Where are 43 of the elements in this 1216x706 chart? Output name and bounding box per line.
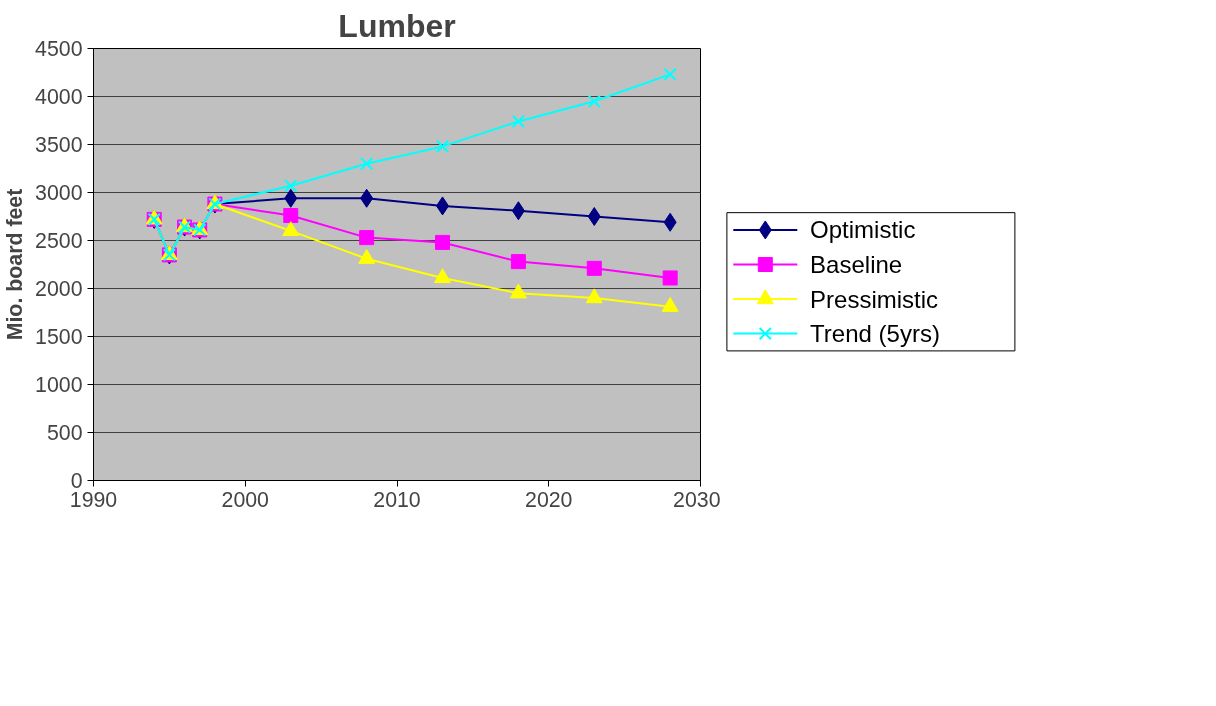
y-tick-label: 3500: [35, 133, 83, 157]
point: [284, 188, 298, 208]
point: [435, 234, 451, 250]
y-tick-label: 4000: [35, 85, 83, 109]
point: [663, 212, 677, 232]
point: [510, 254, 526, 270]
y-tick-label: 2500: [35, 229, 83, 253]
legend-label: Optimistic: [810, 216, 916, 244]
point: [359, 230, 375, 246]
point: [663, 67, 677, 82]
point: [359, 157, 374, 171]
x-tick-label: 2020: [525, 487, 573, 512]
point: [587, 94, 601, 108]
point: [435, 139, 450, 154]
chart-title: Lumber: [338, 7, 456, 44]
y-tick-label: 4500: [35, 37, 83, 61]
point: [586, 260, 602, 276]
point: [282, 221, 300, 237]
point: [434, 268, 452, 284]
legend-label: Pressimistic: [810, 285, 939, 313]
point: [511, 201, 525, 221]
point: [283, 208, 299, 224]
point: [661, 297, 679, 312]
point: [662, 270, 678, 286]
point: [358, 249, 376, 264]
point: [284, 179, 298, 193]
x-tick-label: 2010: [373, 487, 421, 512]
point: [509, 283, 527, 299]
y-tick-label: 3000: [35, 181, 83, 205]
point: [360, 188, 374, 208]
y-tick-label: 1500: [35, 325, 83, 349]
x-tick-label: 2030: [673, 487, 721, 512]
x-tick-label: 2000: [221, 487, 270, 512]
y-tick-label: 500: [46, 421, 83, 445]
point: [585, 288, 603, 304]
point: [436, 196, 450, 216]
legend-label: Trend (5yrs): [810, 320, 940, 348]
point: [511, 114, 526, 129]
legend-label: Baseline: [810, 251, 903, 278]
point: [587, 207, 601, 226]
y-tick-label: 1000: [35, 373, 83, 397]
y-tick-label: 2000: [35, 277, 83, 301]
y-axis-title: Mio. board feet: [3, 188, 28, 341]
